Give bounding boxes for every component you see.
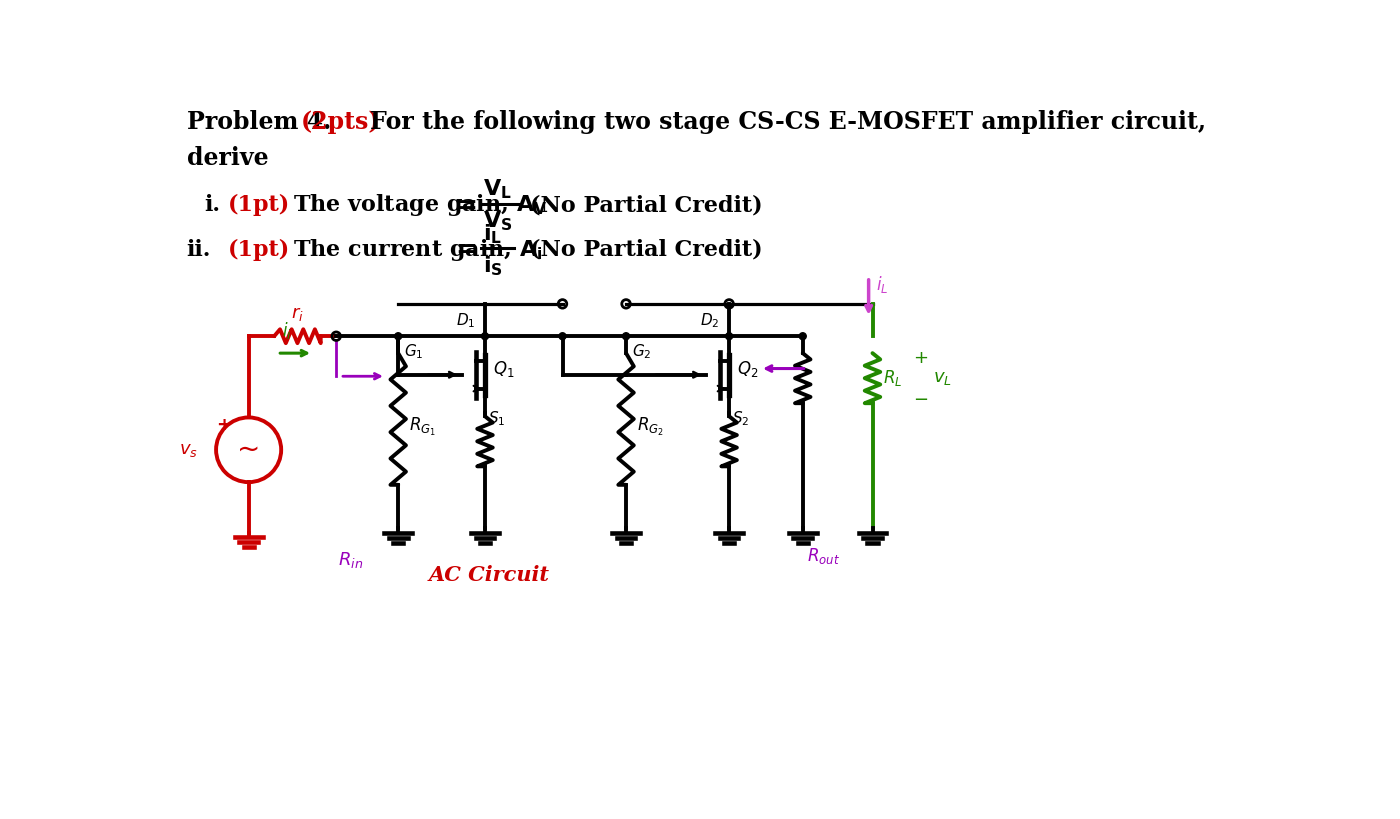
Text: AC Circuit: AC Circuit [428, 565, 549, 585]
Text: $S_2$: $S_2$ [732, 410, 749, 428]
Text: $R_{G_2}$: $R_{G_2}$ [637, 415, 664, 437]
Circle shape [482, 333, 489, 340]
Text: ~: ~ [237, 436, 260, 464]
Circle shape [725, 333, 732, 340]
Text: $R_{G_1}$: $R_{G_1}$ [409, 415, 435, 437]
Text: i.: i. [204, 194, 220, 216]
Text: $D_1$: $D_1$ [455, 311, 475, 330]
Text: $R_L$: $R_L$ [882, 369, 902, 388]
Text: (1pt): (1pt) [228, 239, 290, 261]
Text: $\mathbf{V_L}$: $\mathbf{V_L}$ [483, 178, 512, 201]
Text: $G_2$: $G_2$ [633, 342, 652, 361]
Text: $D_2$: $D_2$ [700, 311, 720, 330]
Text: The current gain, $\mathbf{A_i}$: The current gain, $\mathbf{A_i}$ [293, 237, 542, 263]
Text: ii.: ii. [186, 239, 211, 261]
Text: (2pts): (2pts) [301, 110, 379, 134]
Circle shape [395, 333, 402, 340]
Text: The voltage gain, $\mathbf{A_V}$: The voltage gain, $\mathbf{A_V}$ [293, 192, 547, 219]
Text: (No Partial Credit): (No Partial Credit) [531, 239, 763, 261]
Text: $+$: $+$ [913, 349, 928, 367]
Text: (No Partial Credit): (No Partial Credit) [531, 194, 763, 216]
Text: $\mathbf{i_L}$: $\mathbf{i_L}$ [483, 222, 503, 246]
Text: For the following two stage CS-CS E-MOSFET amplifier circuit,: For the following two stage CS-CS E-MOSF… [370, 110, 1207, 134]
Circle shape [559, 333, 566, 340]
Text: $i_i$: $i_i$ [283, 320, 293, 341]
Circle shape [623, 333, 630, 340]
Text: $r_i$: $r_i$ [291, 305, 304, 324]
Text: $v_L$: $v_L$ [932, 369, 952, 387]
Text: $Q_1$: $Q_1$ [493, 359, 514, 378]
Text: $-$: $-$ [913, 389, 928, 407]
Text: $G_1$: $G_1$ [405, 342, 424, 361]
Circle shape [799, 333, 806, 340]
Text: $S_1$: $S_1$ [489, 410, 505, 428]
Text: =: = [455, 238, 477, 262]
Text: +: + [217, 416, 231, 434]
Text: $i_L$: $i_L$ [876, 274, 889, 295]
Text: $\mathbf{i_S}$: $\mathbf{i_S}$ [483, 255, 504, 278]
Text: (1pt): (1pt) [228, 194, 290, 216]
Text: $Q_2$: $Q_2$ [736, 359, 759, 378]
Text: $R_{out}$: $R_{out}$ [806, 546, 840, 567]
Text: $R_{in}$: $R_{in}$ [337, 550, 363, 569]
Text: $v_s$: $v_s$ [179, 441, 199, 459]
Text: derive: derive [186, 146, 269, 170]
Text: Problem 4.: Problem 4. [186, 110, 330, 134]
Text: =: = [455, 192, 477, 218]
Text: $\mathbf{V_S}$: $\mathbf{V_S}$ [483, 210, 512, 233]
